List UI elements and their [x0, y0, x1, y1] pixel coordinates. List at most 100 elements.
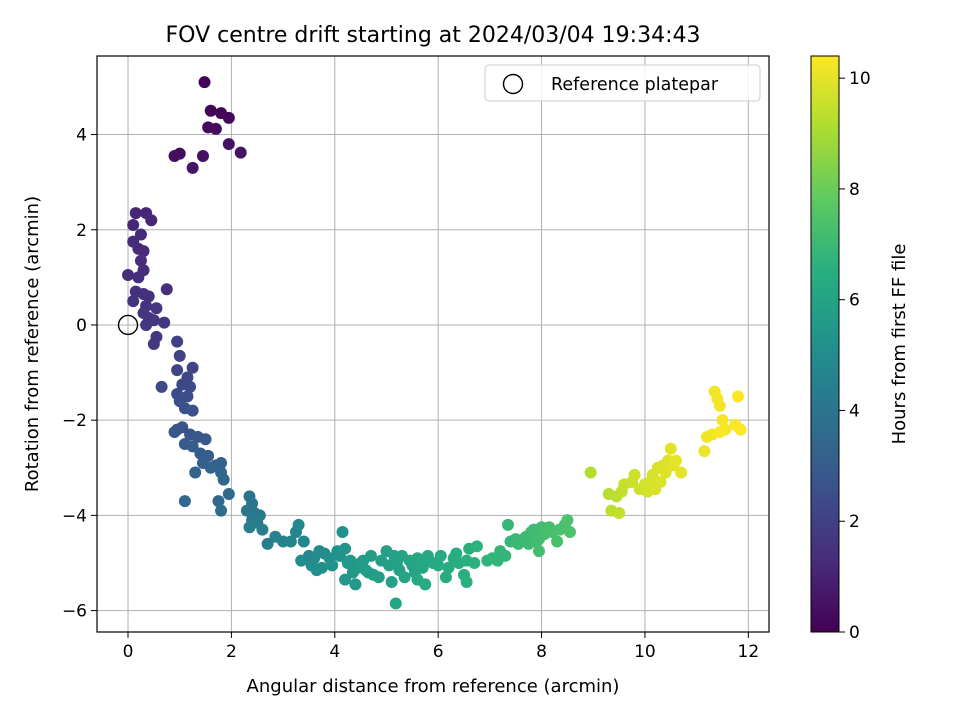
data-point — [142, 290, 155, 303]
x-tick-label: 4 — [329, 642, 340, 662]
data-point — [155, 380, 168, 393]
data-point — [349, 578, 362, 591]
data-point — [234, 146, 247, 159]
chart-title: FOV centre drift starting at 2024/03/04 … — [166, 23, 701, 48]
data-point — [713, 426, 726, 439]
y-axis-label: Rotation from reference (arcmin) — [22, 196, 43, 492]
colorbar-tick-label: 10 — [849, 69, 871, 89]
data-point — [315, 561, 328, 574]
data-point — [132, 271, 145, 284]
data-point — [432, 559, 445, 572]
x-tick-label: 2 — [226, 642, 237, 662]
data-point — [339, 542, 352, 555]
data-point — [222, 487, 235, 500]
data-point — [222, 111, 235, 124]
data-point — [613, 506, 626, 519]
data-point — [532, 545, 545, 558]
data-point — [284, 535, 297, 548]
data-point — [731, 390, 744, 403]
data-point — [499, 549, 512, 562]
data-point — [186, 404, 199, 417]
data-point — [734, 423, 747, 436]
data-point — [204, 461, 217, 474]
data-point — [675, 466, 688, 479]
data-point — [122, 268, 135, 281]
colorbar-label: Hours from first FF file — [889, 244, 910, 445]
data-point — [196, 149, 209, 162]
data-point — [145, 214, 158, 227]
reference-marker — [117, 314, 139, 336]
data-point — [127, 218, 140, 231]
data-point — [698, 445, 711, 458]
colorbar-tick-label: 0 — [849, 623, 860, 643]
grid-lines — [97, 56, 769, 632]
scatter-points — [122, 76, 747, 610]
data-point — [336, 526, 349, 539]
data-point — [134, 254, 147, 267]
plot-frame — [96, 55, 770, 633]
data-point — [716, 414, 729, 427]
data-point — [171, 364, 184, 377]
data-point — [150, 302, 163, 315]
data-point — [669, 454, 682, 467]
data-point — [134, 228, 147, 241]
data-point — [186, 361, 199, 374]
data-point — [551, 535, 564, 548]
data-point — [209, 122, 222, 135]
data-point — [470, 540, 483, 553]
y-tick-label: −2 — [62, 411, 87, 431]
data-point — [439, 571, 452, 584]
data-point — [243, 521, 256, 534]
data-point — [561, 514, 574, 527]
data-point — [659, 466, 672, 479]
data-point — [215, 457, 228, 470]
data-point — [713, 399, 726, 412]
data-point — [584, 466, 597, 479]
colorbar-ticks: 0 2 4 6 8 10 — [839, 69, 871, 643]
data-point — [184, 380, 197, 393]
data-point — [339, 573, 352, 586]
data-point — [468, 556, 481, 569]
data-point — [326, 559, 339, 572]
legend-label: Reference platepar — [551, 75, 719, 95]
data-point — [419, 578, 432, 591]
data-point — [140, 318, 153, 331]
data-point — [398, 571, 411, 584]
data-point — [222, 138, 235, 151]
x-axis-label: Angular distance from reference (arcmin) — [247, 676, 620, 697]
colorbar-tick-label: 8 — [849, 180, 860, 200]
y-tick-label: −4 — [62, 506, 87, 526]
y-tick-label: 2 — [76, 221, 87, 241]
data-point — [212, 495, 225, 508]
data-point — [389, 597, 402, 610]
data-point — [442, 561, 455, 574]
data-point — [215, 504, 228, 517]
colorbar-tick-label: 2 — [849, 512, 860, 532]
data-point — [171, 335, 184, 348]
y-tick-label: −6 — [62, 602, 87, 622]
data-point — [256, 523, 269, 536]
data-point — [372, 571, 385, 584]
data-point — [628, 468, 641, 481]
data-point — [178, 495, 191, 508]
data-point — [158, 316, 171, 329]
data-point — [563, 526, 576, 539]
data-point — [137, 245, 150, 258]
data-point — [186, 440, 199, 453]
x-tick-label: 8 — [536, 642, 547, 662]
data-point — [297, 535, 310, 548]
data-point — [501, 518, 514, 531]
data-point — [168, 149, 181, 162]
data-point — [295, 554, 308, 567]
y-tick-label: 0 — [76, 316, 87, 336]
data-point — [217, 473, 230, 486]
data-point — [460, 576, 473, 589]
data-point — [364, 549, 377, 562]
data-point — [385, 576, 398, 589]
data-point — [434, 549, 447, 562]
data-point — [344, 554, 357, 567]
data-point — [199, 433, 212, 446]
legend-box — [484, 64, 761, 102]
colorbar-tick-label: 4 — [849, 401, 860, 421]
